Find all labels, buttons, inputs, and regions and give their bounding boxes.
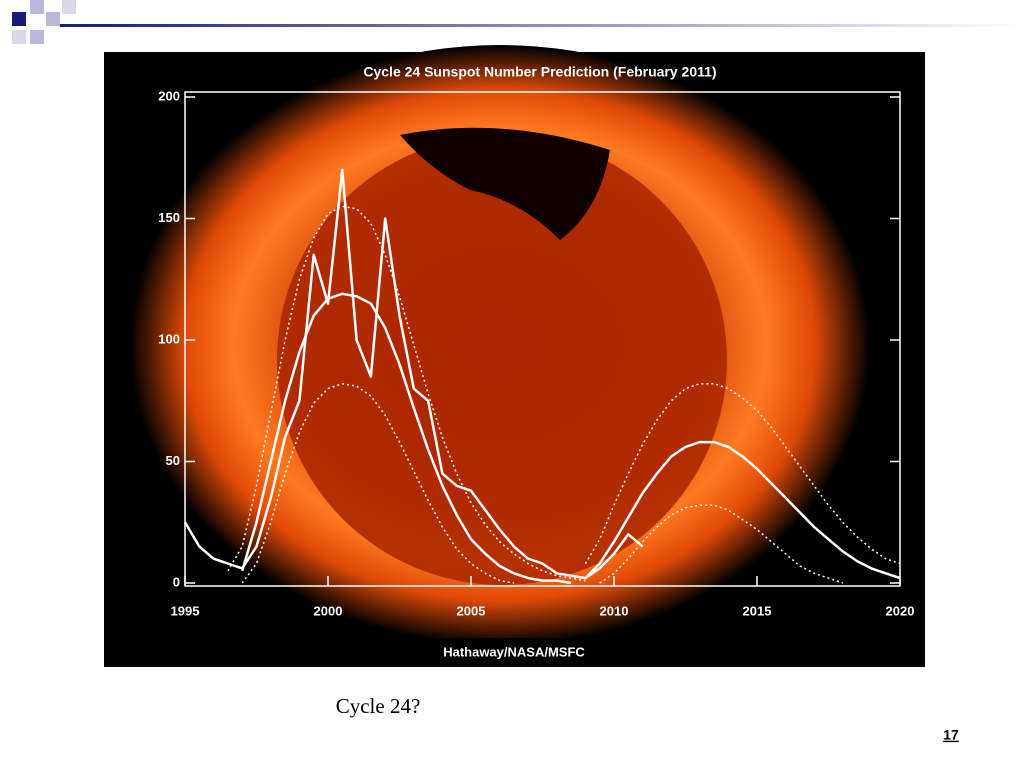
- series-line: [241, 292, 572, 585]
- plot: 0 50 100 150 200 1995 2000 2005 2010 2015 2020: [158, 88, 914, 618]
- y-tick-label: 100: [158, 331, 180, 346]
- series-line: [584, 440, 901, 580]
- slide-decoration: [12, 0, 1024, 44]
- caption: Cycle 24?: [336, 694, 421, 718]
- chart-credit: Hathaway/NASA/MSFC: [443, 644, 585, 659]
- y-tick-label: 200: [158, 88, 180, 103]
- x-tick-label: 1995: [171, 603, 200, 618]
- x-tick-label: 2020: [886, 603, 915, 618]
- chart-title: Cycle 24 Sunspot Number Prediction (Febr…: [363, 64, 716, 80]
- y-tick-label: 0: [173, 574, 180, 589]
- x-tick-label: 2000: [314, 603, 343, 618]
- x-tick-label: 2005: [457, 603, 486, 618]
- y-tick-label: 150: [158, 210, 180, 225]
- series-line: [584, 382, 901, 565]
- series-line: [599, 504, 844, 584]
- x-tick-label: 2015: [743, 603, 772, 618]
- series-line: [183, 168, 644, 580]
- x-tick-label: 2010: [600, 603, 629, 618]
- credit-bar: [104, 638, 925, 667]
- series-line: [241, 382, 515, 584]
- page-number: 17: [943, 727, 959, 743]
- y-tick-label: 50: [166, 453, 180, 468]
- plot-frame: [184, 91, 901, 587]
- sun-image: [130, 45, 870, 645]
